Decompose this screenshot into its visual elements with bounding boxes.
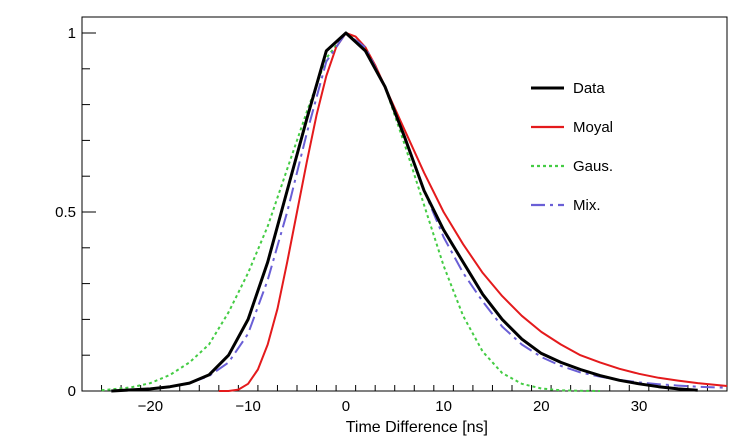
plot-frame: [81, 16, 728, 392]
y-axis-ticks: 00.51: [55, 25, 96, 400]
y-tick-label: 1: [68, 25, 76, 42]
legend-label-gaus: Gaus.: [573, 158, 613, 175]
series-line-mix: [111, 32, 728, 392]
series-lines: [101, 31, 728, 393]
series-line-gaus: [101, 32, 601, 392]
x-tick-label: 0: [342, 398, 350, 415]
x-axis-ticks: −20 −10 0 10 20 30: [81, 385, 728, 415]
x-tick-label: −20: [138, 398, 163, 415]
x-tick-label: −10: [235, 398, 260, 415]
x-tick-label: 30: [631, 398, 648, 415]
x-tick-label: 20: [533, 398, 550, 415]
x-axis-title: Time Difference [ns]: [346, 419, 488, 436]
legend: Data Moyal Gaus. Mix.: [531, 80, 613, 214]
y-tick-label: 0: [68, 383, 76, 400]
legend-label-moyal: Moyal: [573, 119, 613, 136]
series-line-data: [111, 31, 698, 393]
legend-label-data: Data: [573, 80, 605, 97]
series-line-moyal: [218, 32, 728, 392]
legend-label-mix: Mix.: [573, 197, 601, 214]
y-tick-label: 0.5: [55, 204, 76, 221]
x-tick-label: 10: [435, 398, 452, 415]
